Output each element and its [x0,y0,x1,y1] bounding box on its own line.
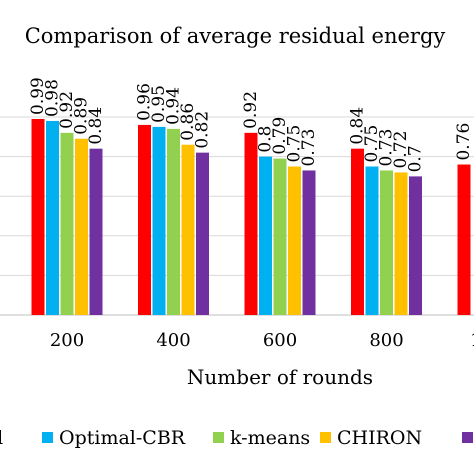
x-tick-label: 1000 [470,330,474,351]
bar [409,176,422,315]
bar [31,118,45,315]
legend: d Optimal-CBR k-means CHIRON [0,427,473,449]
bar [457,164,471,315]
x-axis-ticks: 200 400 600 800 1000 [50,330,474,351]
data-label: 0.89 [72,97,92,135]
bar [351,148,364,315]
data-label: 0.84 [86,107,106,145]
bar [60,132,74,315]
chart-title: Comparison of average residual energy [25,24,446,48]
legend-swatch [213,432,224,443]
bar [181,144,195,315]
x-tick-label: 400 [156,330,190,351]
data-label: 0.73 [377,129,397,167]
data-label: 0.95 [149,85,169,123]
x-axis-label: Number of rounds [187,365,373,389]
bar [46,120,59,316]
data-label: 0.94 [164,87,184,125]
data-label: 0.82 [193,111,213,149]
bar [244,132,258,315]
data-label: 0.79 [270,117,290,155]
legend-swatch [42,432,53,443]
data-label: 0.98 [43,79,63,117]
bar [152,126,166,316]
data-label: 0.92 [241,91,261,129]
data-labels: 0.990.980.920.890.840.960.950.940.860.82… [28,77,474,172]
data-label: 0.75 [362,125,382,163]
x-tick-label: 200 [50,330,84,351]
legend-swatch [462,432,473,443]
bar [75,138,88,315]
bar [365,166,379,315]
data-label: 0.8 [256,126,276,153]
data-label: 0.72 [391,131,411,169]
bar [196,152,209,315]
bar [259,156,272,315]
legend-label: Optimal-CBR [59,427,186,449]
data-label: 0.96 [135,83,155,121]
legend-swatch [320,432,331,443]
bar [138,124,151,315]
legend-label: d [0,427,3,449]
data-label: 0.86 [178,103,198,141]
bar [167,128,180,315]
bar [380,170,393,315]
bar [89,148,103,315]
bar [273,158,287,315]
data-label: 0.92 [57,91,77,129]
data-label: 0.75 [285,125,305,163]
bar [288,166,301,315]
data-label: 0.76 [454,123,474,161]
legend-label: CHIRON [337,427,422,449]
data-label: 0.73 [299,129,319,167]
data-label: 0.84 [348,107,368,145]
legend-label: k-means [230,427,310,449]
data-label: 0.99 [28,77,48,115]
data-label: 0.7 [406,145,426,172]
bar [302,170,316,315]
bar [394,172,408,315]
bars [31,118,471,316]
x-tick-label: 600 [263,330,297,351]
x-tick-label: 800 [369,330,403,351]
